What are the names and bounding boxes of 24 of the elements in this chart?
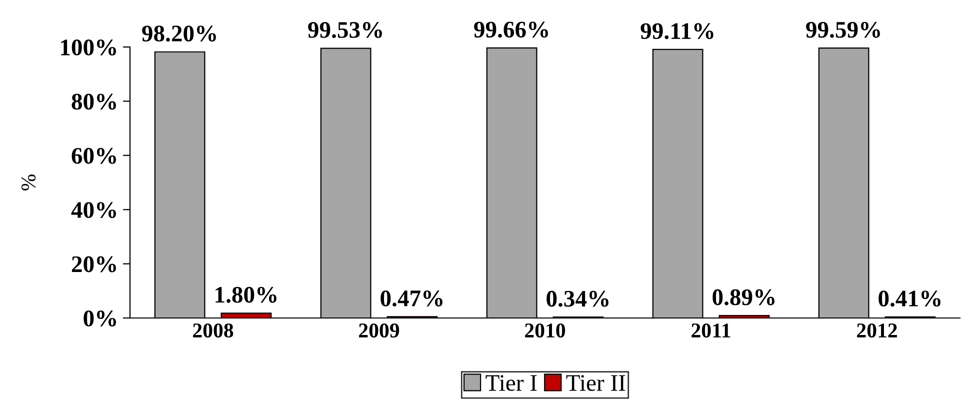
legend-label: Tier I — [486, 375, 537, 391]
data-label: 99.59% — [806, 22, 880, 38]
data-label: 1.80% — [216, 286, 276, 303]
x-tick-label: 2011 — [692, 323, 730, 338]
x-tick-label: 2012 — [857, 323, 897, 338]
data-label: 0.89% — [712, 289, 774, 306]
y-tick-label: 20% — [72, 256, 116, 272]
data-label: 99.66% — [474, 22, 548, 38]
x-tick-label: 2009 — [359, 323, 400, 338]
y-tick-label: 40% — [71, 202, 116, 218]
data-label: 0.41% — [878, 290, 940, 307]
x-tick-label: 2008 — [193, 323, 234, 338]
y-tick-label: 80% — [72, 94, 116, 110]
x-tick-label: 2010 — [525, 323, 566, 338]
legend-label: Tier II — [566, 375, 626, 391]
data-label: 99.11% — [640, 23, 714, 40]
y-tick-label: 60% — [72, 148, 116, 164]
y-axis-title: % — [21, 174, 36, 190]
data-label: 0.34% — [546, 290, 608, 307]
y-tick-label: 100% — [61, 39, 116, 56]
data-label: 98.20% — [142, 26, 216, 42]
data-label: 0.47% — [380, 290, 442, 306]
y-tick-label: 0% — [84, 310, 116, 326]
data-label: 99.53% — [308, 22, 382, 38]
